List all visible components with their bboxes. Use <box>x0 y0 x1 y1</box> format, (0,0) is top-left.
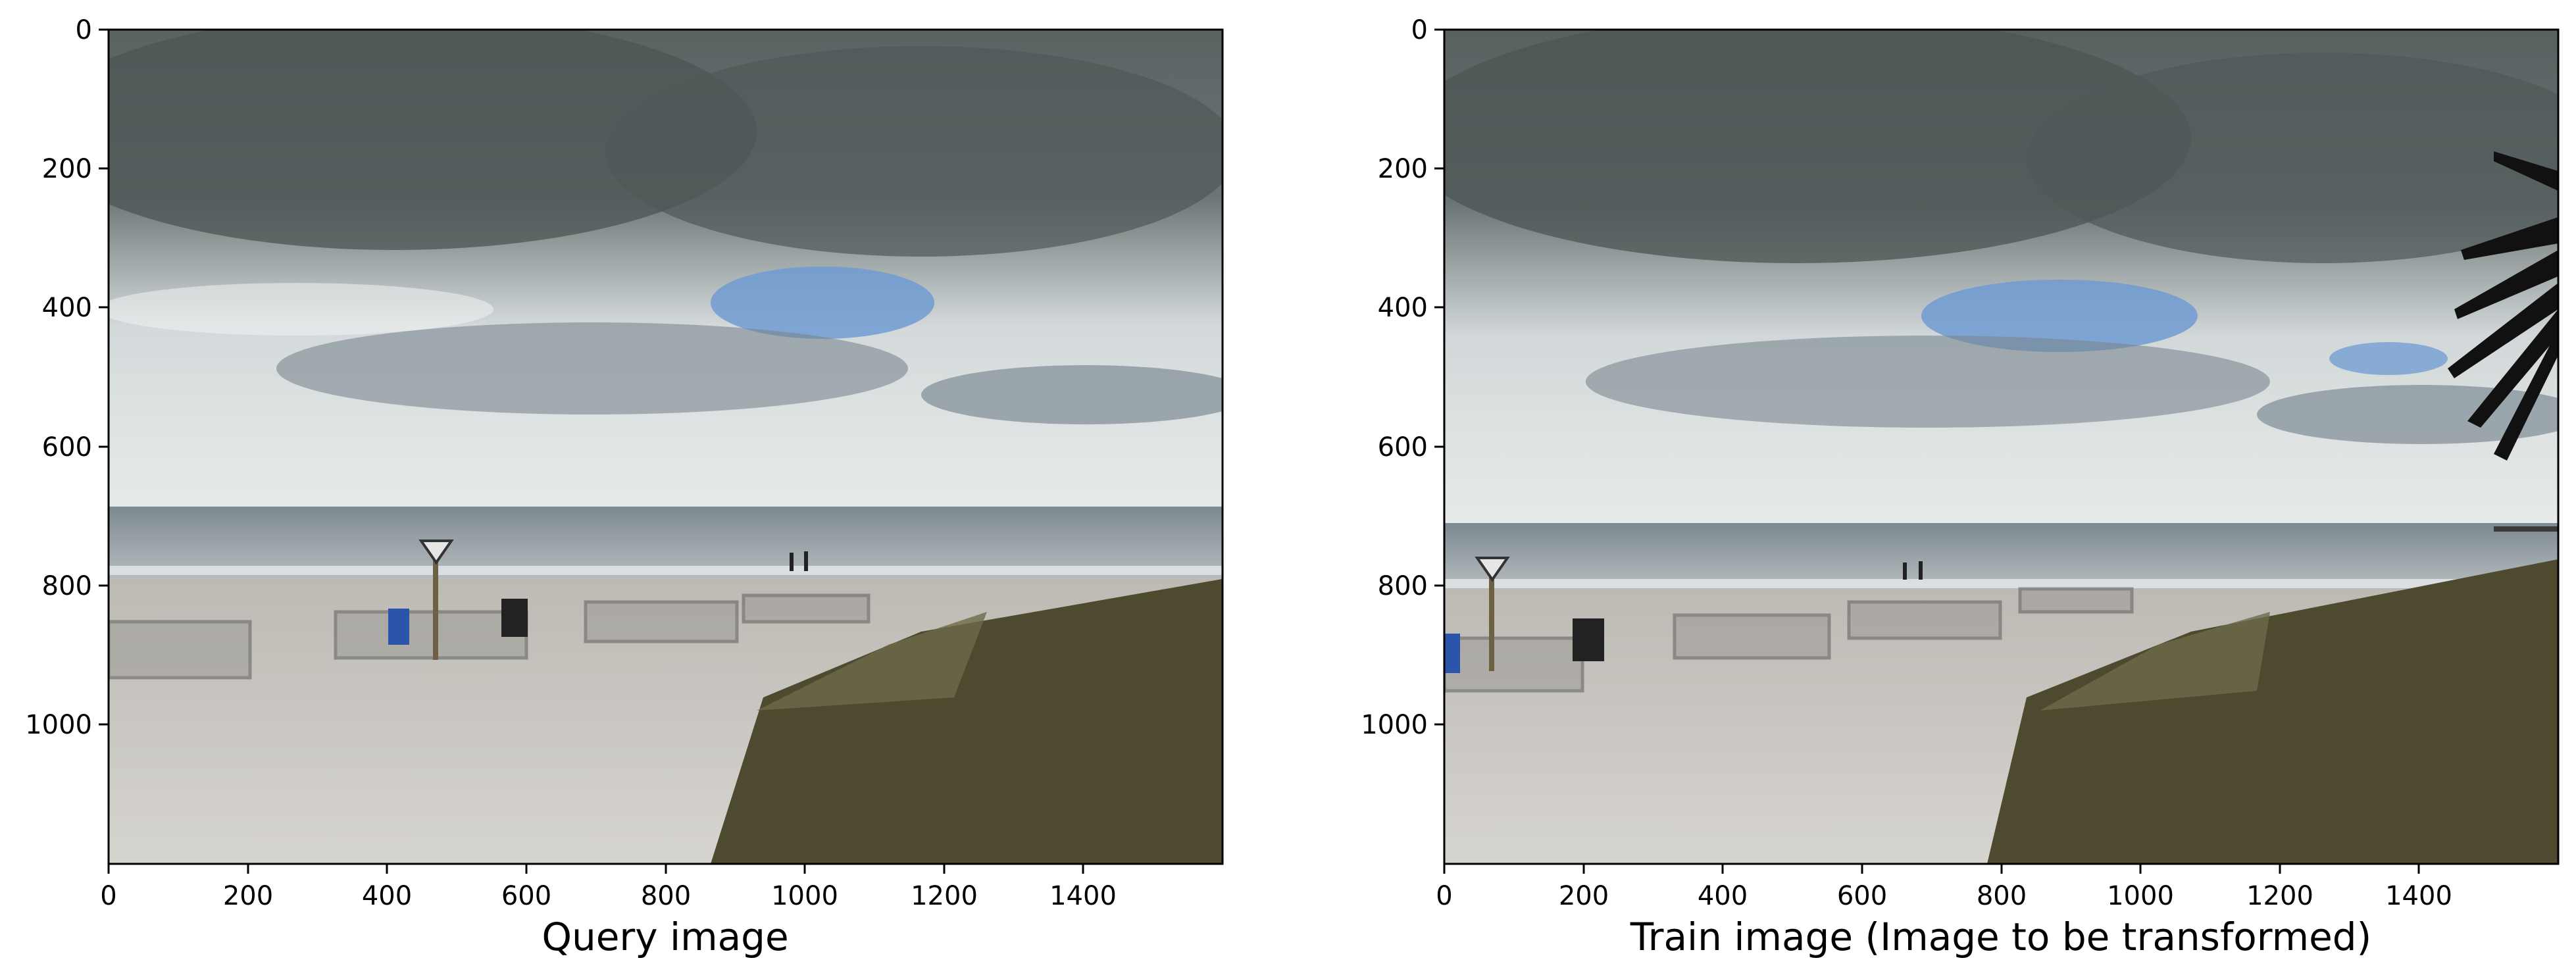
xtick-label: 1400 <box>1049 881 1117 911</box>
xtick-label: 400 <box>1698 881 1748 911</box>
ytick-label: 0 <box>76 15 92 45</box>
xtick-label: 400 <box>362 881 412 911</box>
query-xlabel: Query image <box>542 915 789 959</box>
xtick-label: 0 <box>1436 881 1452 911</box>
ytick-label: 0 <box>1411 15 1428 45</box>
ytick-label: 800 <box>1378 571 1428 601</box>
palm-fronds <box>2448 151 2558 461</box>
ytick-label: 800 <box>42 571 92 601</box>
ytick-label: 1000 <box>1361 710 1428 740</box>
query-image <box>109 30 1223 864</box>
xtick-label: 1400 <box>2385 881 2452 911</box>
ytick-label: 200 <box>1378 154 1428 184</box>
train-axes: 0 200 400 600 800 1000 1200 1400 0 200 4… <box>1361 15 2560 911</box>
xtick-label: 600 <box>501 881 551 911</box>
xtick-label: 1200 <box>911 881 978 911</box>
xtick-label: 1000 <box>771 881 838 911</box>
xtick-label: 0 <box>100 881 116 911</box>
xtick-label: 200 <box>1559 881 1609 911</box>
xtick-label: 1000 <box>2107 881 2174 911</box>
xtick-label: 200 <box>223 881 273 911</box>
ytick-label: 600 <box>42 432 92 463</box>
xtick-label: 600 <box>1837 881 1887 911</box>
train-image <box>1444 30 2558 864</box>
xtick-label: 1200 <box>2246 881 2313 911</box>
xtick-label: 800 <box>1977 881 2027 911</box>
query-panel: 0 200 400 600 800 1000 1200 1400 0 200 4… <box>0 0 1224 979</box>
train-panel: 0 200 400 600 800 1000 1200 1400 0 200 4… <box>1336 0 2560 979</box>
train-xlabel: Train image (Image to be transformed) <box>1630 915 2372 959</box>
xtick-label: 800 <box>641 881 691 911</box>
query-axes: 0 200 400 600 800 1000 1200 1400 0 200 4… <box>25 15 1224 911</box>
ytick-label: 1000 <box>25 710 92 740</box>
ytick-label: 200 <box>42 154 92 184</box>
ytick-label: 400 <box>42 293 92 323</box>
ytick-label: 600 <box>1378 432 1428 463</box>
ytick-label: 400 <box>1378 293 1428 323</box>
